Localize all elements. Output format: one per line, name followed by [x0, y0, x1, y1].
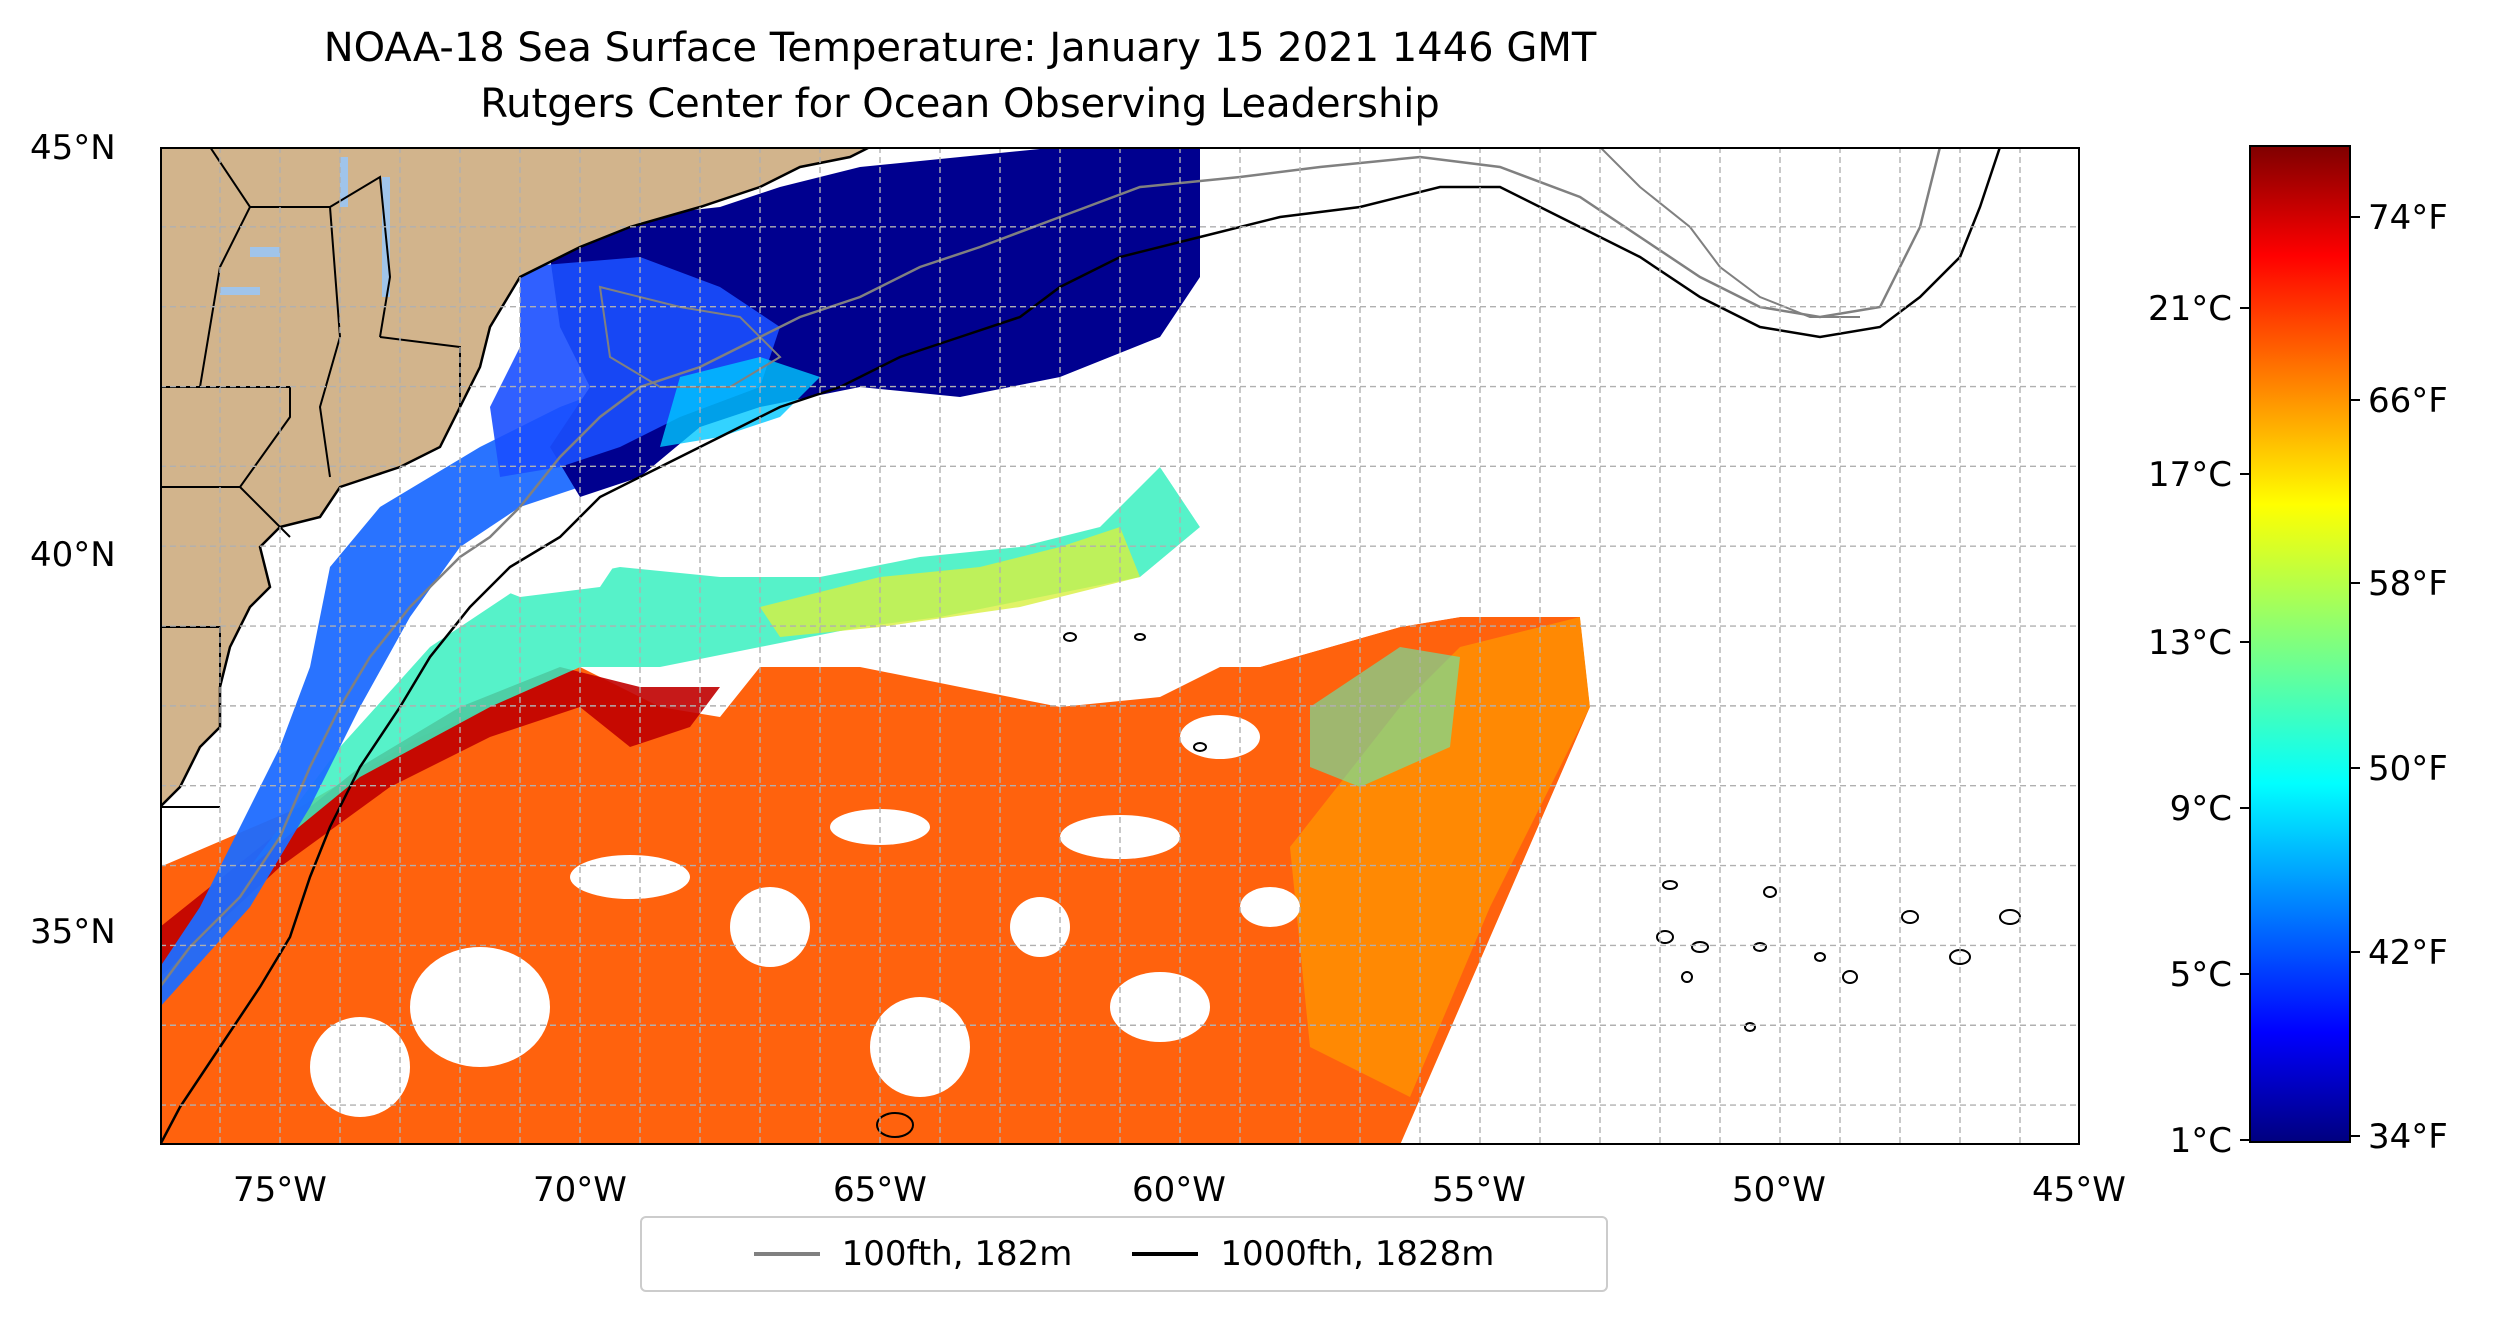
colorbar: 21°C 17°C 13°C 9°C 5°C 1°C 74°F 66°F 58°… [2148, 145, 2448, 1160]
colorbar-frame [2249, 145, 2351, 1143]
legend-swatch-100fth [753, 1252, 820, 1256]
lon-tick-label: 65°W [833, 1170, 927, 1210]
map-frame [160, 147, 2080, 1145]
coastline [162, 149, 869, 807]
map-plot-area [162, 149, 2078, 1143]
lon-tick-label: 75°W [233, 1170, 327, 1210]
colorbar-c-label: 17°C [2148, 455, 2232, 495]
sst-yellow-patch [760, 527, 1140, 637]
sst-transition-region [250, 467, 1200, 867]
legend-item-100fth: 100fth, 182m [753, 1234, 1073, 1274]
colorbar-f-label: 42°F [2368, 933, 2448, 973]
lon-tick-label: 70°W [533, 1170, 627, 1210]
lat-tick-label: 40°N [30, 535, 116, 575]
legend: 100fth, 182m 1000fth, 1828m [640, 1216, 1608, 1292]
legend-label: 1000fth, 1828m [1220, 1234, 1495, 1274]
lat-tick-label: 45°N [30, 128, 116, 168]
colorbar-c-label: 5°C [2170, 955, 2232, 995]
colorbar-c-label: 13°C [2148, 623, 2232, 663]
lon-tick-label: 45°W [2032, 1170, 2126, 1210]
lat-tick-label: 35°N [30, 912, 116, 952]
sst-cyan-east [1310, 647, 1460, 787]
map-canvas [148, 146, 2080, 1157]
isobath-100fth-gulf-maine [598, 285, 782, 388]
cloud-masks [310, 149, 2078, 1143]
legend-item-1000fth: 1000fth, 1828m [1132, 1234, 1494, 1274]
map-title: NOAA-18 Sea Surface Temperature: January… [323, 25, 1597, 71]
legend-label: 100fth, 182m [841, 1234, 1073, 1274]
colorbar-gradient [2250, 146, 2350, 1142]
colorbar-f-label: 34°F [2368, 1117, 2448, 1157]
colorbar-f-label: 50°F [2368, 749, 2448, 789]
colorbar-f-label: 66°F [2368, 381, 2448, 421]
colorbar-ticks [2240, 216, 2360, 1141]
colorbar-c-label: 21°C [2148, 289, 2232, 329]
lon-tick-label: 55°W [1432, 1170, 1526, 1210]
sst-map [148, 146, 2080, 1157]
gridlines [162, 149, 2078, 1143]
colorbar-c-label: 9°C [2170, 789, 2232, 829]
colorbar-f-label: 74°F [2368, 198, 2448, 238]
lon-tick-label: 50°W [1732, 1170, 1826, 1210]
sst-orange-east [1290, 617, 1590, 1097]
colorbar-c-label: 1°C [2170, 1121, 2232, 1160]
colorbar-f-label: 58°F [2368, 564, 2448, 604]
lon-tick-label: 60°W [1132, 1170, 1226, 1210]
legend-swatch-1000fth [1132, 1252, 1199, 1256]
map-subtitle: Rutgers Center for Ocean Observing Leade… [480, 81, 1440, 127]
